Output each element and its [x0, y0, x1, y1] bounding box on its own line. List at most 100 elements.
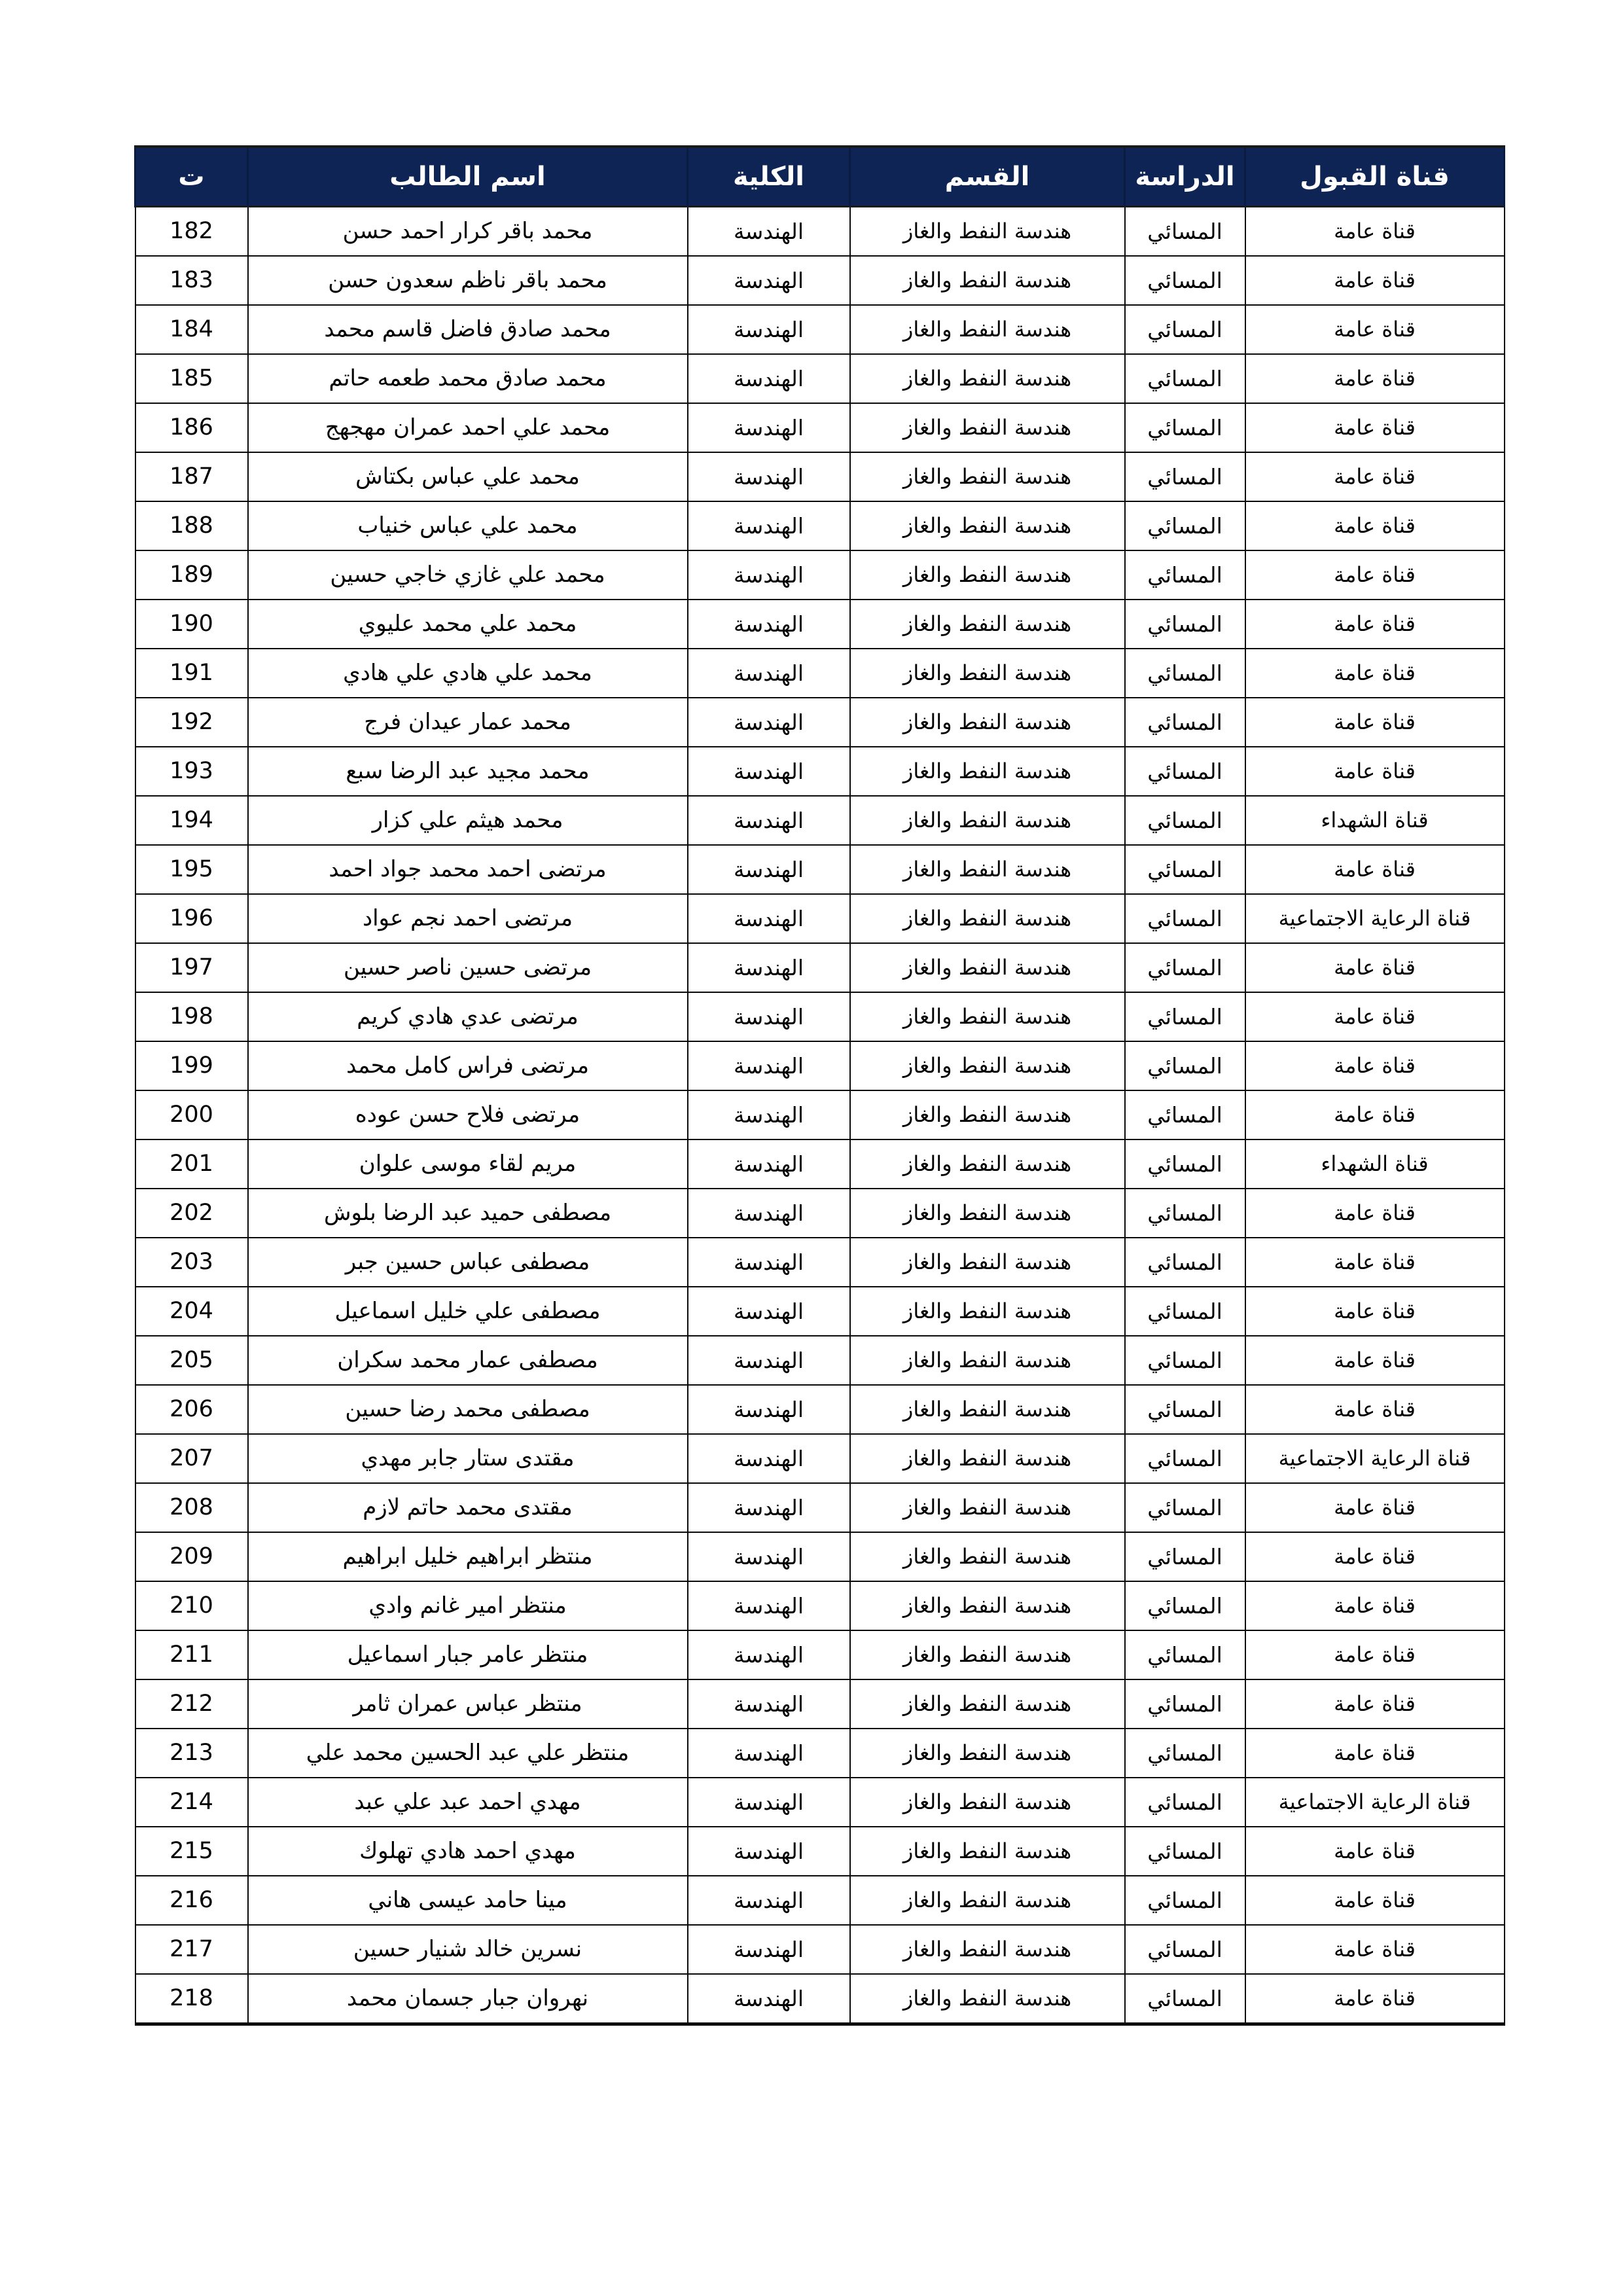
cell-college: الهندسة [687, 501, 851, 551]
cell-department: هندسة النفط والغاز [849, 353, 1126, 404]
cell-study-type: المسائي [1124, 1875, 1246, 1926]
cell-student-name: نسرين خالد شنيار حسين [247, 1924, 688, 1975]
table-row: قناة عامة المسائي هندسة النفط والغاز الهندس… [134, 550, 1505, 600]
cell-student-name: محمد صادق فاضل قاسم محمد [247, 304, 688, 355]
cell-admission-channel: قناة عامة [1244, 206, 1505, 257]
cell-study-type: المسائي [1124, 795, 1246, 846]
cell-admission-channel: قناة عامة [1244, 648, 1505, 698]
cell-index: 205 [134, 1335, 249, 1386]
cell-study-type: المسائي [1124, 942, 1246, 993]
table-row: قناة عامة المسائي هندسة النفط والغاز الهندس… [134, 1973, 1505, 2026]
cell-college: الهندسة [687, 1286, 851, 1336]
table-row: قناة عامة المسائي هندسة النفط والغاز الهندس… [134, 206, 1505, 257]
cell-admission-channel: قناة عامة [1244, 1581, 1505, 1631]
cell-admission-channel: قناة عامة [1244, 1384, 1505, 1435]
cell-department: هندسة النفط والغاز [849, 1335, 1126, 1386]
cell-study-type: المسائي [1124, 1777, 1246, 1827]
cell-department: هندسة النفط والغاز [849, 942, 1126, 993]
cell-college: الهندسة [687, 893, 851, 944]
table-row: قناة عامة المسائي هندسة النفط والغاز الهندس… [134, 1630, 1505, 1680]
table-row: قناة عامة المسائي هندسة النفط والغاز الهندس… [134, 746, 1505, 797]
cell-study-type: المسائي [1124, 1335, 1246, 1386]
cell-college: الهندسة [687, 942, 851, 993]
cell-index: 206 [134, 1384, 249, 1435]
cell-index: 188 [134, 501, 249, 551]
table-row: قناة عامة المسائي هندسة النفط والغاز الهندس… [134, 1335, 1505, 1386]
cell-college: الهندسة [687, 550, 851, 600]
cell-index: 214 [134, 1777, 249, 1827]
cell-student-name: مرتضى احمد نجم عواد [247, 893, 688, 944]
cell-student-name: منتظر عامر جبار اسماعيل [247, 1630, 688, 1680]
cell-index: 186 [134, 403, 249, 453]
cell-admission-channel: قناة الرعاية الاجتماعية [1244, 1433, 1505, 1484]
cell-college: الهندسة [687, 1188, 851, 1238]
cell-department: هندسة النفط والغاز [849, 844, 1126, 895]
table-row: قناة الرعاية الاجتماعية المسائي هندسة النف… [134, 1433, 1505, 1484]
cell-department: هندسة النفط والغاز [849, 1237, 1126, 1287]
cell-index: 210 [134, 1581, 249, 1631]
cell-student-name: مصطفى حميد عبد الرضا بلوش [247, 1188, 688, 1238]
cell-student-name: محمد صادق محمد طعمه حاتم [247, 353, 688, 404]
cell-college: الهندسة [687, 1728, 851, 1778]
cell-index: 189 [134, 550, 249, 600]
cell-index: 190 [134, 599, 249, 649]
cell-admission-channel: قناة عامة [1244, 1335, 1505, 1386]
cell-study-type: المسائي [1124, 893, 1246, 944]
cell-admission-channel: قناة عامة [1244, 992, 1505, 1042]
cell-college: الهندسة [687, 1679, 851, 1729]
cell-college: الهندسة [687, 648, 851, 698]
table-row: قناة عامة المسائي هندسة النفط والغاز الهندس… [134, 255, 1505, 306]
cell-student-name: مصطفى عباس حسين جبر [247, 1237, 688, 1287]
cell-college: الهندسة [687, 992, 851, 1042]
cell-admission-channel: قناة عامة [1244, 1924, 1505, 1975]
cell-student-name: محمد علي عباس خنياب [247, 501, 688, 551]
cell-college: الهندسة [687, 1826, 851, 1876]
table-row: قناة عامة المسائي هندسة النفط والغاز الهندس… [134, 648, 1505, 698]
table-header-row: قناة القبول الدراسة القسم الكلية اسم الط… [134, 146, 1505, 207]
cell-study-type: المسائي [1124, 403, 1246, 453]
cell-admission-channel: قناة عامة [1244, 746, 1505, 797]
cell-admission-channel: قناة عامة [1244, 1482, 1505, 1533]
cell-department: هندسة النفط والغاز [849, 1875, 1126, 1926]
cell-student-name: محمد هيثم علي كزار [247, 795, 688, 846]
table-row: قناة عامة المسائي هندسة النفط والغاز الهندس… [134, 844, 1505, 895]
table-row: قناة عامة المسائي هندسة النفط والغاز الهندس… [134, 501, 1505, 551]
cell-student-name: محمد علي محمد عليوي [247, 599, 688, 649]
cell-student-name: مقتدى ستار جابر مهدي [247, 1433, 688, 1484]
table-row: قناة عامة المسائي هندسة النفط والغاز الهندس… [134, 992, 1505, 1042]
cell-index: 196 [134, 893, 249, 944]
table-row: قناة عامة المسائي هندسة النفط والغاز الهندس… [134, 1826, 1505, 1876]
cell-college: الهندسة [687, 1482, 851, 1533]
cell-index: 208 [134, 1482, 249, 1533]
cell-student-name: محمد باقر كرار احمد حسن [247, 206, 688, 257]
cell-index: 213 [134, 1728, 249, 1778]
cell-college: الهندسة [687, 1384, 851, 1435]
cell-admission-channel: قناة الشهداء [1244, 795, 1505, 846]
cell-admission-channel: قناة عامة [1244, 942, 1505, 993]
table-row: قناة الشهداء المسائي هندسة النفط والغاز اله… [134, 1139, 1505, 1189]
cell-department: هندسة النفط والغاز [849, 1384, 1126, 1435]
cell-student-name: محمد علي احمد عمران مهجهج [247, 403, 688, 453]
cell-department: هندسة النفط والغاز [849, 992, 1126, 1042]
cell-study-type: المسائي [1124, 1826, 1246, 1876]
cell-study-type: المسائي [1124, 1630, 1246, 1680]
cell-admission-channel: قناة الشهداء [1244, 1139, 1505, 1189]
cell-study-type: المسائي [1124, 648, 1246, 698]
cell-student-name: مصطفى عمار محمد سكران [247, 1335, 688, 1386]
cell-student-name: منتظر امير غانم وادي [247, 1581, 688, 1631]
cell-student-name: مريم لقاء موسى علوان [247, 1139, 688, 1189]
table-row: قناة عامة المسائي هندسة النفط والغاز الهندس… [134, 1728, 1505, 1778]
column-header-study-type: الدراسة [1124, 146, 1246, 207]
cell-student-name: محمد مجيد عبد الرضا سبع [247, 746, 688, 797]
cell-admission-channel: قناة عامة [1244, 1188, 1505, 1238]
table-row: قناة الشهداء المسائي هندسة النفط والغاز اله… [134, 795, 1505, 846]
cell-admission-channel: قناة عامة [1244, 550, 1505, 600]
cell-study-type: المسائي [1124, 255, 1246, 306]
cell-index: 195 [134, 844, 249, 895]
cell-index: 200 [134, 1090, 249, 1140]
table-row: قناة عامة المسائي هندسة النفط والغاز الهندس… [134, 942, 1505, 993]
cell-department: هندسة النفط والغاز [849, 697, 1126, 747]
cell-college: الهندسة [687, 1335, 851, 1386]
cell-study-type: المسائي [1124, 1728, 1246, 1778]
cell-student-name: نهروان جبار جسمان محمد [247, 1973, 688, 2026]
